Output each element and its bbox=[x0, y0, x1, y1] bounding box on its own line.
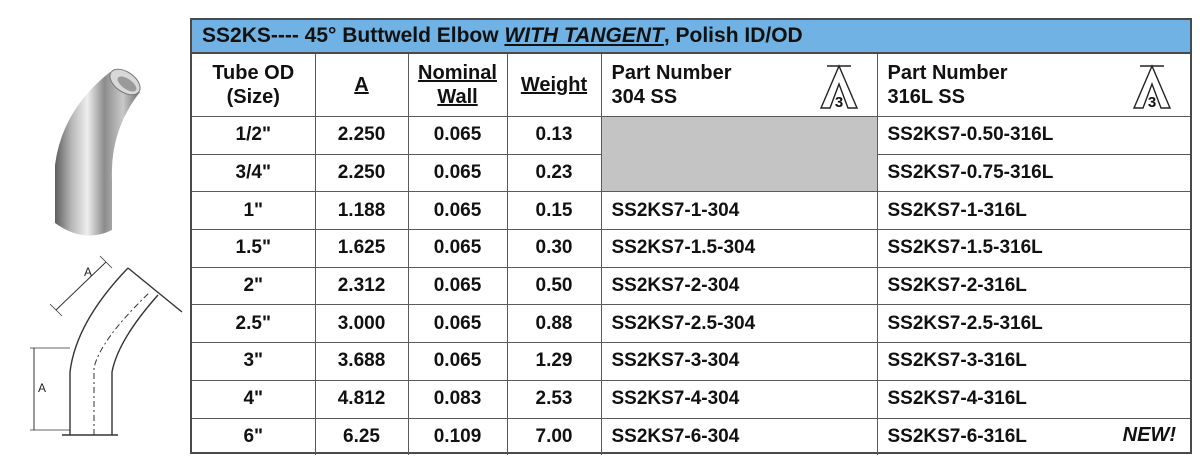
cell-part-304: SS2KS7-1.5-304 bbox=[600, 229, 878, 268]
cell-part-316: SS2KS7-6-316L bbox=[887, 425, 1027, 447]
cell-weight: 0.13 bbox=[506, 116, 602, 155]
cell-a: 3.000 bbox=[314, 304, 409, 344]
cell-a: 3.688 bbox=[314, 342, 409, 381]
table-row: 2.5" 3.000 0.065 0.88 SS2KS7-2.5-304 SS2… bbox=[192, 304, 1190, 344]
cell-weight: 2.53 bbox=[506, 379, 602, 419]
cell-part-304: SS2KS7-2-304 bbox=[600, 266, 878, 306]
new-badge: NEW! bbox=[1122, 423, 1176, 446]
cell-weight: 0.15 bbox=[506, 191, 602, 231]
cell-a: 4.812 bbox=[314, 379, 409, 419]
table-row: 1/2" 2.250 0.065 0.13 SS2KS7-0.50-316L bbox=[192, 115, 1190, 193]
table-row: 4" 4.812 0.083 2.53 SS2KS7-4-304 SS2KS7-… bbox=[192, 379, 1190, 419]
cell-part-304: SS2KS7-3-304 bbox=[600, 342, 878, 381]
cell-part-304: SS2KS7-4-304 bbox=[600, 379, 878, 419]
cell-part-316: SS2KS7-2-316L bbox=[876, 266, 1190, 306]
cell-part-316: SS2KS7-1.5-316L bbox=[876, 229, 1190, 268]
cell-wall: 0.065 bbox=[407, 191, 508, 231]
cell-wall: 0.109 bbox=[407, 417, 508, 456]
cell-a: 6.25 bbox=[314, 417, 409, 456]
cell-part-304-unavailable bbox=[600, 115, 878, 193]
cell-a: 2.250 bbox=[314, 116, 409, 155]
cell-part-316: SS2KS7-0.50-316L bbox=[876, 116, 1190, 155]
cell-weight: 0.88 bbox=[506, 304, 602, 344]
cell-size: 4" bbox=[192, 379, 316, 419]
3a-sanitary-icon: 3 bbox=[819, 64, 858, 110]
cell-a: 2.312 bbox=[314, 266, 409, 306]
cell-part-316: SS2KS7-1-316L bbox=[876, 191, 1190, 231]
elbow-photo bbox=[55, 68, 141, 236]
3a-sanitary-icon: 3 bbox=[1132, 64, 1172, 110]
title-emphasis: WITH TANGENT bbox=[504, 24, 664, 47]
dim-label-left: A bbox=[38, 381, 46, 395]
header-row: Tube OD (Size) A Nominal Wall Weight Part … bbox=[192, 54, 1190, 117]
cell-wall: 0.065 bbox=[407, 342, 508, 381]
cell-part-316: SS2KS7-0.75-316L bbox=[876, 153, 1190, 193]
cell-part-316-with-badge: SS2KS7-6-316L NEW! bbox=[876, 417, 1190, 456]
cell-size: 3" bbox=[192, 342, 316, 381]
cell-weight: 0.23 bbox=[506, 153, 602, 193]
cell-a: 2.250 bbox=[314, 153, 409, 193]
cell-wall: 0.065 bbox=[407, 153, 508, 193]
cell-wall: 0.065 bbox=[407, 229, 508, 268]
cell-part-316: SS2KS7-3-316L bbox=[876, 342, 1190, 381]
header-weight: Weight bbox=[506, 54, 602, 117]
cell-size: 1" bbox=[192, 191, 316, 231]
header-nominal-wall: Nominal Wall bbox=[407, 54, 508, 117]
table-title: SS2KS---- 45° Buttweld Elbow WITH TANGEN… bbox=[192, 20, 1190, 54]
3a-mark: 3 bbox=[834, 94, 842, 110]
header-part-number-316: Part Number 316L SS 3 bbox=[876, 54, 1190, 117]
cell-wall: 0.065 bbox=[407, 304, 508, 344]
header-part-number-304: Part Number 304 SS 3 bbox=[600, 54, 878, 117]
product-table-panel: SS2KS---- 45° Buttweld Elbow WITH TANGEN… bbox=[190, 18, 1192, 456]
header-tube-od: Tube OD (Size) bbox=[192, 54, 316, 117]
cell-weight: 0.50 bbox=[506, 266, 602, 306]
spec-table: Tube OD (Size) A Nominal Wall Weight Part … bbox=[192, 54, 1190, 456]
cell-part-304: SS2KS7-1-304 bbox=[600, 191, 878, 231]
title-suffix: , Polish ID/OD bbox=[663, 24, 803, 47]
cell-a: 1.625 bbox=[314, 229, 409, 268]
cell-weight: 1.29 bbox=[506, 342, 602, 381]
cell-wall: 0.065 bbox=[407, 266, 508, 306]
cell-wall: 0.083 bbox=[407, 379, 508, 419]
cell-a: 1.188 bbox=[314, 191, 409, 231]
cell-part-316: SS2KS7-2.5-316L bbox=[876, 304, 1190, 344]
cell-size: 6" bbox=[192, 417, 316, 456]
cell-part-316: SS2KS7-4-316L bbox=[876, 379, 1190, 419]
table-row: 1" 1.188 0.065 0.15 SS2KS7-1-304 SS2KS7-… bbox=[192, 191, 1190, 231]
cell-weight: 0.30 bbox=[506, 229, 602, 268]
title-prefix: SS2KS---- 45° Buttweld Elbow bbox=[202, 24, 505, 47]
table-row: 1.5" 1.625 0.065 0.30 SS2KS7-1.5-304 SS2… bbox=[192, 229, 1190, 268]
cell-part-304: SS2KS7-6-304 bbox=[600, 417, 878, 456]
cell-part-304: SS2KS7-2.5-304 bbox=[600, 304, 878, 344]
cell-size: 2.5" bbox=[192, 304, 316, 344]
cell-size: 1.5" bbox=[192, 229, 316, 268]
cell-size: 1/2" bbox=[192, 116, 316, 155]
table-row: 2" 2.312 0.065 0.50 SS2KS7-2-304 SS2KS7-… bbox=[192, 266, 1190, 306]
cell-size: 3/4" bbox=[192, 153, 316, 193]
cell-size: 2" bbox=[192, 266, 316, 306]
elbow-technical-drawing bbox=[30, 255, 183, 436]
header-a: A bbox=[314, 54, 409, 117]
cell-weight: 7.00 bbox=[506, 417, 602, 456]
table-row: 3" 3.688 0.065 1.29 SS2KS7-3-304 SS2KS7-… bbox=[192, 342, 1190, 381]
dim-label-top: A bbox=[84, 265, 92, 279]
elbow-illustration: A A bbox=[30, 68, 183, 436]
cell-wall: 0.065 bbox=[407, 116, 508, 155]
table-row: 3/4" 2.250 0.065 0.23 SS2KS7-0.75-316L bbox=[192, 153, 1190, 193]
3a-mark: 3 bbox=[1148, 94, 1156, 110]
table-row: 6" 6.25 0.109 7.00 SS2KS7-6-304 SS2KS7-6… bbox=[192, 417, 1190, 456]
